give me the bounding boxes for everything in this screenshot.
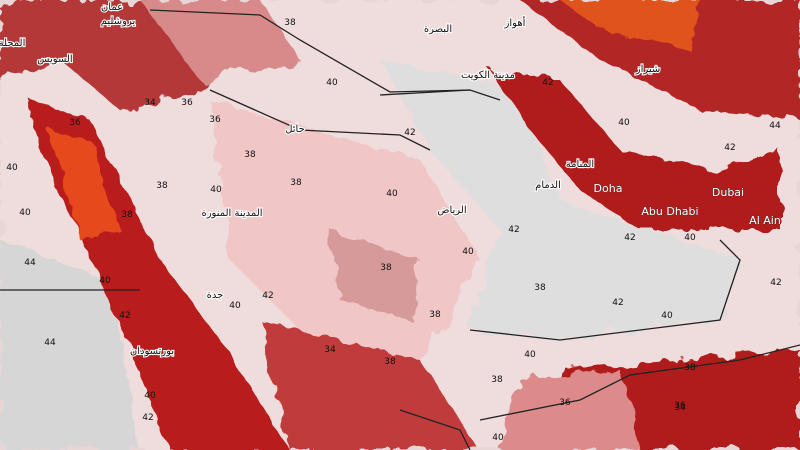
contour-label: 38	[284, 18, 296, 28]
contour-label: 42	[624, 233, 635, 243]
contour-label: 38	[384, 357, 396, 367]
contour-label: 36	[69, 118, 81, 128]
city-label: حائل	[285, 124, 305, 135]
contour-label: 36	[181, 98, 193, 108]
city-label: Abu Dhabi	[641, 205, 698, 218]
contour-label: 40	[618, 118, 630, 128]
contour-label: 34	[144, 98, 156, 108]
city-label: المنامة	[566, 159, 594, 170]
contour-label: 40	[661, 311, 673, 321]
contour-label: 40	[684, 233, 696, 243]
contour-label: 38	[121, 210, 133, 220]
city-label: Al Ain	[749, 214, 781, 227]
contour-label: 40	[229, 301, 241, 311]
contour-label: 40	[524, 350, 536, 360]
contour-label: 38	[244, 150, 256, 160]
contour-label: 40	[386, 189, 398, 199]
city-label: Doha	[594, 182, 623, 195]
contour-label: 38	[684, 363, 696, 373]
contour-label: 40	[462, 247, 474, 257]
contour-label: 42	[142, 413, 153, 423]
city-label: بورتسودان	[130, 346, 174, 357]
city-label: الدمام	[535, 180, 561, 191]
contour-label: 36	[209, 115, 221, 125]
contour-label: 40	[492, 433, 504, 443]
borders	[0, 9, 800, 450]
contour-label: 42	[724, 143, 735, 153]
city-label: المدينة المنورة	[201, 208, 262, 219]
contour-label: 34	[324, 345, 336, 355]
contour-label: 38	[429, 310, 441, 320]
city-label: السويس	[37, 54, 72, 65]
contour-label: 38	[534, 283, 546, 293]
contour-label: 40	[6, 163, 18, 173]
contour-label: 36	[559, 398, 571, 408]
contour-label: 40	[99, 276, 111, 286]
city-label: مدينة الكويت	[461, 70, 515, 81]
city-label: جدة	[207, 290, 224, 301]
city-label: أهواز	[504, 16, 526, 29]
contour-label: 38	[491, 375, 503, 385]
contour-label: 40	[19, 208, 31, 218]
contour-label: 38	[290, 178, 302, 188]
contour-label: 44	[24, 258, 36, 268]
contour-label: 42	[508, 225, 519, 235]
contour-label: 34	[674, 403, 686, 413]
contour-label: 42	[770, 278, 781, 288]
city-label: شيراز	[635, 64, 661, 75]
contour-label: 44	[769, 121, 781, 131]
contour-label: 38	[380, 263, 392, 273]
contour-label: 40	[210, 185, 222, 195]
contour-label: 38	[156, 181, 168, 191]
contour-label: 42	[119, 311, 130, 321]
contour-label: 36	[674, 401, 686, 411]
city-label: عمان	[101, 2, 123, 13]
contour-label: 44	[44, 338, 56, 348]
city-label: البصرة	[424, 24, 452, 35]
city-label: الرياض	[437, 205, 466, 216]
city-label: المحلة	[0, 38, 25, 49]
contour-label: 42	[262, 291, 273, 301]
contour-label: 42	[612, 298, 623, 308]
city-label: يروشليم	[101, 16, 136, 27]
contour-label: 40	[144, 391, 156, 401]
contour-label: 42	[404, 128, 415, 138]
contour-label: 42	[542, 78, 553, 88]
contour-label: 40	[326, 78, 338, 88]
city-label: Dubai	[712, 186, 744, 199]
